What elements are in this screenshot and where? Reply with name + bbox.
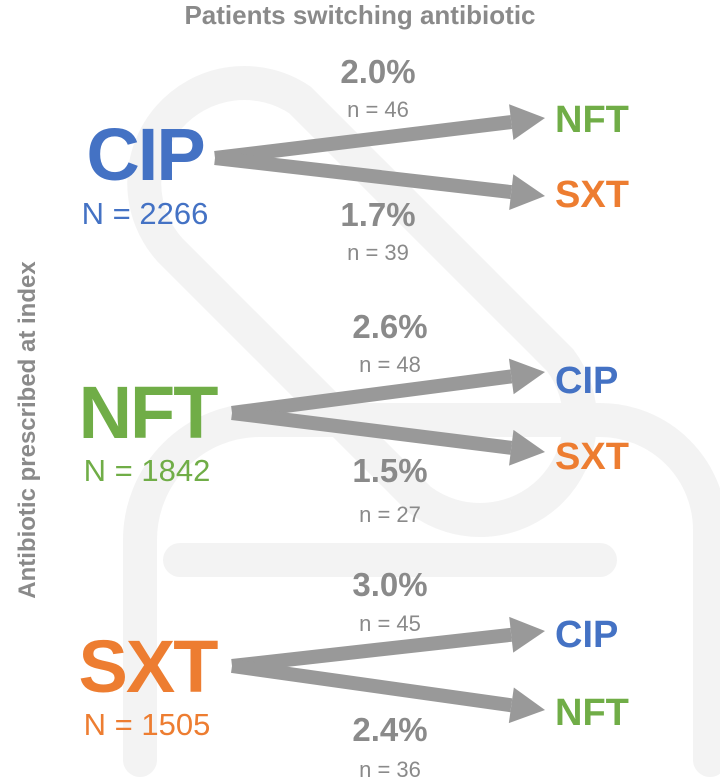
- switch-n-cip-sxt: n = 39: [347, 240, 409, 265]
- arrow-head-0-1: [509, 174, 545, 210]
- arrow-shaft-2-0: [231, 627, 512, 673]
- diagram-title: Patients switching antibiotic: [184, 0, 536, 30]
- index-drug-cip: CIP: [86, 113, 205, 196]
- arrow-shaft-1-1: [231, 406, 513, 455]
- switch-percent-cip-sxt: 1.7%: [340, 196, 416, 233]
- target-drug-nft-cip: CIP: [555, 360, 619, 402]
- index-count-sxt: N = 1505: [83, 707, 211, 742]
- arrow-head-1-1: [509, 429, 545, 466]
- target-drug-sxt-nft: NFT: [555, 692, 629, 734]
- switch-n-sxt-cip: n = 45: [359, 611, 421, 636]
- index-count-nft: N = 1842: [83, 453, 211, 488]
- switch-percent-nft-cip: 2.6%: [352, 308, 428, 345]
- arrow-head-2-1: [508, 687, 545, 724]
- switch-n-nft-sxt: n = 27: [359, 502, 421, 527]
- switch-percent-cip-nft: 2.0%: [340, 53, 416, 90]
- arrow-shaft-0-0: [214, 115, 513, 165]
- index-drug-sxt: SXT: [78, 625, 219, 708]
- switch-percent-sxt-cip: 3.0%: [352, 566, 428, 603]
- switch-percent-nft-sxt: 1.5%: [352, 452, 428, 489]
- arrow-head-0-0: [509, 104, 545, 140]
- index-drug-nft: NFT: [78, 371, 219, 454]
- switch-percent-sxt-nft: 2.4%: [352, 711, 428, 748]
- arrow-shaft-0-1: [214, 151, 513, 200]
- target-drug-nft-sxt: SXT: [555, 436, 629, 478]
- target-drug-cip-nft: NFT: [555, 99, 629, 141]
- arrow-shaft-2-1: [231, 659, 513, 713]
- arrow-shaft-1-0: [231, 369, 513, 420]
- switch-n-nft-cip: n = 48: [359, 352, 421, 377]
- arrow-head-2-0: [509, 616, 545, 653]
- target-drug-cip-sxt: SXT: [555, 174, 629, 216]
- target-drug-sxt-cip: CIP: [555, 614, 619, 656]
- index-count-cip: N = 2266: [81, 196, 209, 231]
- arrow-head-1-0: [508, 358, 545, 395]
- switch-n-cip-nft: n = 46: [347, 97, 409, 122]
- switch-n-sxt-nft: n = 36: [359, 757, 421, 782]
